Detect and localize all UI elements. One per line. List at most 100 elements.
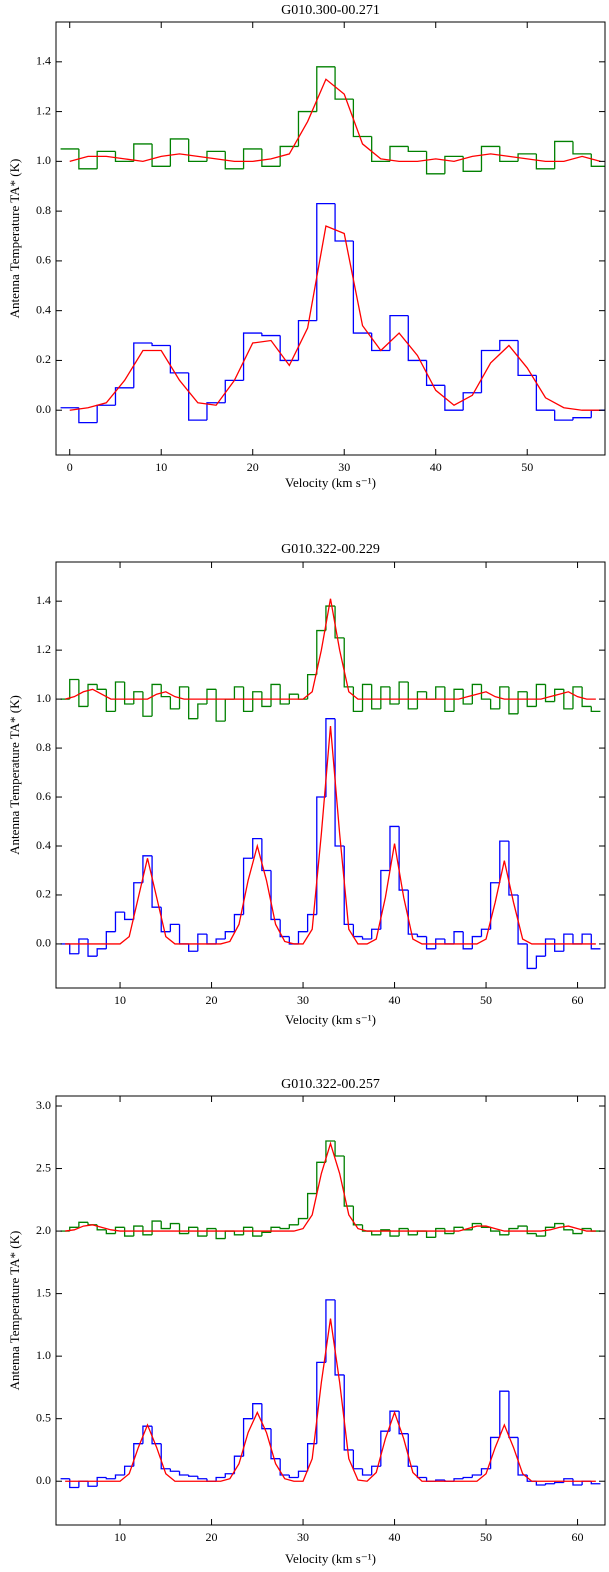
y-tick-label: 0.0 — [36, 936, 51, 950]
panel: G010.300-00.271 Velocity (km s⁻¹) Antenna … — [7, 3, 606, 490]
x-tick-label: 20 — [247, 460, 259, 474]
spectrum-step — [325, 1299, 336, 1363]
spectrum-step — [489, 1227, 500, 1232]
spectrum-step — [371, 136, 390, 163]
y-tick-label: 1.0 — [36, 691, 51, 705]
y-tick-label: 0.8 — [36, 740, 51, 754]
y-tick-label: 2.5 — [36, 1160, 51, 1174]
spectrum-step — [334, 1141, 345, 1157]
spectrum-step — [581, 686, 592, 708]
spectrum-step — [242, 857, 253, 915]
spectrum-step — [252, 1227, 262, 1237]
spectrum-step — [462, 689, 473, 705]
x-tick-label: 30 — [338, 460, 350, 474]
spectrum-step — [499, 339, 519, 351]
x-tick-label: 60 — [572, 993, 584, 1007]
x-tick-label: 60 — [572, 1530, 584, 1544]
spectrum-step — [151, 343, 171, 347]
spectrum-step — [160, 1221, 171, 1230]
spectrum-step — [197, 1227, 207, 1237]
spectrum-step — [435, 938, 445, 949]
spectrum-step — [261, 1403, 272, 1430]
spectrum-step — [242, 148, 262, 169]
spectrum-step — [142, 855, 153, 883]
spectrum-step — [407, 146, 427, 153]
spectrum-step — [416, 1466, 427, 1479]
spectrum-step — [544, 684, 555, 703]
spectrum-step — [252, 1403, 262, 1419]
spectrum-step — [535, 955, 546, 969]
spectrum-step — [444, 385, 464, 411]
spectrum-step — [316, 796, 326, 915]
spectrum-step — [169, 1222, 180, 1229]
spectrum-step — [343, 1374, 354, 1451]
spectrum-step — [398, 1411, 409, 1435]
spectrum-step — [78, 938, 89, 954]
spectrum-step — [471, 935, 482, 949]
spectrum-step — [87, 939, 98, 957]
spectrum-step — [224, 698, 235, 722]
spectrum-step — [233, 1231, 244, 1236]
spectrum-step — [407, 1433, 418, 1467]
x-tick-label: 20 — [206, 993, 218, 1007]
spectrum-step — [508, 1391, 519, 1439]
spectrum-step — [169, 923, 180, 932]
spectrum-step — [499, 146, 519, 163]
spectrum-step — [517, 340, 537, 377]
axes-frame — [55, 1095, 606, 1526]
spectrum-step — [316, 1361, 326, 1444]
spectrum-step — [123, 681, 134, 705]
spectrum-step — [215, 938, 226, 944]
spectrum-step — [398, 1227, 409, 1237]
spectrum-step — [435, 686, 445, 700]
x-tick-label: 10 — [114, 1530, 126, 1544]
spectrum-step — [352, 240, 372, 334]
axes-frame — [55, 561, 606, 989]
spectrum-step — [554, 140, 573, 169]
spectrum-step — [526, 1226, 537, 1235]
spectrum-step — [590, 1481, 601, 1485]
x-tick-label: 0 — [67, 460, 73, 474]
x-tick-label: 40 — [389, 993, 401, 1007]
spectrum-step — [535, 375, 555, 411]
spectrum-step — [425, 936, 436, 950]
spectrum-step — [114, 911, 125, 932]
y-tick-label: 1.0 — [36, 153, 51, 167]
spectrum-step — [389, 686, 400, 705]
y-tick-label: 0.0 — [36, 402, 51, 416]
spectrum-step — [508, 1227, 519, 1235]
spectrum-step — [380, 869, 390, 930]
y-axis-label: Antenna Temperature TA* (K) — [7, 159, 22, 319]
spectrum-step — [279, 684, 290, 705]
y-tick-label: 0.6 — [36, 789, 51, 803]
spectrum-step — [297, 110, 317, 147]
spectrum-step — [252, 691, 262, 712]
spectrum-step — [233, 1455, 244, 1474]
spectrum-step — [489, 882, 500, 930]
spectrum-step — [142, 1226, 153, 1236]
spectrum-step — [389, 825, 400, 871]
spectrum-step — [352, 924, 363, 938]
spectrum-step — [398, 826, 409, 891]
spectrum-step — [352, 1449, 363, 1470]
spectrum-step — [215, 1476, 226, 1482]
spectrum-step — [142, 1425, 153, 1444]
spectrum-step — [480, 684, 491, 700]
spectrum-step — [114, 1226, 125, 1234]
spectrum-step — [242, 332, 262, 381]
y-tick-label: 1.2 — [36, 103, 51, 117]
spectrum-step — [544, 1483, 555, 1485]
spectrum-step — [462, 392, 482, 411]
spectrum-step — [371, 1231, 381, 1236]
spectrum-step — [169, 696, 180, 710]
spectrum-step — [554, 688, 564, 702]
spectrum-step — [206, 934, 217, 945]
spectrum-step — [316, 66, 336, 112]
spectrum-step — [297, 1217, 308, 1225]
spectrum-step — [151, 1426, 162, 1445]
spectrum-step — [526, 691, 537, 708]
spectrum-step — [261, 333, 281, 337]
spectrum-step — [471, 683, 482, 704]
spectrum-step — [133, 1225, 143, 1237]
x-tick-label: 40 — [389, 1530, 401, 1544]
